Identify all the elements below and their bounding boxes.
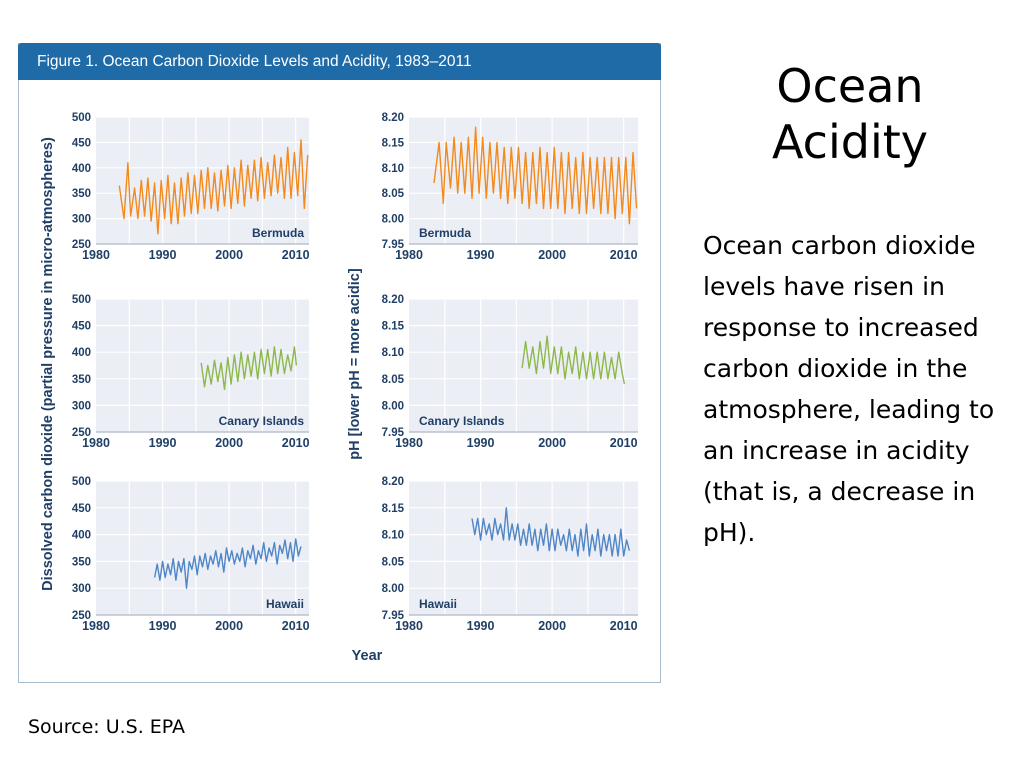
location-label: Bermuda [252,226,304,240]
series-line [471,507,631,557]
y-tick-label: 8.05 [382,374,405,386]
chart-panel: 250 300 350 400 450 500 1980 1990 2000 2010 Bermud… [72,112,310,262]
charts-svg: Dissolved carbon dioxide (partial pressu… [40,112,638,664]
location-label: Bermuda [419,226,471,240]
y-tick-label: 250 [72,427,91,439]
series-line [200,346,298,391]
chart-panel: 250 300 350 400 450 500 1980 1990 2000 2010 Hawaii [72,476,310,633]
x-tick-label: 2000 [215,619,243,633]
x-tick-label: 2010 [282,248,310,262]
chart-panel: 7.95 8.00 8.05 8.10 8.15 8.20 1980 1990 2000 2010… [382,476,638,633]
slide-title-line2: Acidity [772,115,928,169]
y-tick-label: 500 [72,112,91,124]
plot-area [96,299,309,432]
y-tick-label: 500 [72,476,91,488]
location-label: Hawaii [266,597,304,611]
y-tick-label: 8.00 [382,214,404,226]
location-label: Hawaii [419,597,457,611]
x-tick-label: 1990 [149,619,177,633]
y-tick-label: 8.10 [382,163,404,175]
x-tick-label: 1980 [395,619,423,633]
y-tick-label: 350 [72,556,91,568]
x-tick-label: 2010 [282,436,310,450]
x-tick-label: 2000 [538,436,566,450]
x-tick-label: 1990 [467,248,495,262]
xlabel: Year [352,648,383,664]
y-tick-label: 350 [72,374,91,386]
x-tick-label: 1990 [467,436,495,450]
y-tick-label: 450 [72,503,91,515]
x-tick-label: 1980 [395,436,423,450]
y-tick-label: 8.15 [382,321,405,333]
plot-area [96,481,309,615]
series-line [118,139,309,235]
y-tick-label: 300 [72,583,91,595]
y-tick-label: 8.20 [382,294,404,306]
x-tick-label: 2000 [215,248,243,262]
chart-panel: 250 300 350 400 450 500 1980 1990 2000 2010 Canary… [72,294,310,450]
left-ylabel: Dissolved carbon dioxide (partial pressu… [40,137,56,591]
x-tick-label: 2010 [610,436,638,450]
series-line [521,335,626,385]
y-tick-label: 8.00 [382,583,404,595]
chart-panel: 7.95 8.00 8.05 8.10 8.15 8.20 1980 1990 2000 2010… [382,112,638,262]
plot-area [409,481,638,615]
source-note: Source: U.S. EPA [28,716,186,738]
x-tick-label: 2010 [610,619,638,633]
y-tick-label: 300 [72,400,91,412]
slide-body-text: Ocean carbon dioxide levels have risen i… [703,231,995,547]
x-tick-label: 1990 [149,248,177,262]
x-tick-label: 2000 [215,436,243,450]
x-tick-label: 2000 [538,619,566,633]
y-tick-label: 8.20 [382,476,404,488]
y-tick-label: 8.10 [382,347,404,359]
slide-title-line1: Ocean [776,59,924,113]
y-tick-label: 7.95 [382,427,405,439]
y-tick-label: 350 [72,188,91,200]
location-label: Canary Islands [219,414,305,428]
y-tick-label: 400 [72,530,91,542]
y-tick-label: 300 [72,214,91,226]
y-tick-label: 8.15 [382,503,405,515]
x-tick-label: 1980 [395,248,423,262]
y-tick-label: 7.95 [382,610,405,622]
y-tick-label: 400 [72,163,91,175]
y-tick-label: 8.10 [382,530,404,542]
slide-title: Ocean Acidity [700,58,1000,170]
x-tick-label: 1990 [149,436,177,450]
y-tick-label: 250 [72,239,91,251]
x-tick-label: 1990 [467,619,495,633]
figure-title: Figure 1. Ocean Carbon Dioxide Levels an… [18,43,661,80]
right-ylabel: pH [lower pH = more acidic] [347,268,363,460]
chart-panel: 7.95 8.00 8.05 8.10 8.15 8.20 1980 1990 2000 2010… [382,294,638,450]
y-tick-label: 8.05 [382,556,405,568]
y-tick-label: 500 [72,294,91,306]
series-line [433,126,638,225]
plot-area [409,299,638,432]
location-label: Canary Islands [419,414,505,428]
chart-panels: 250 300 350 400 450 500 1980 1990 2000 2010 Bermud… [72,112,638,633]
y-tick-label: 8.15 [382,137,405,149]
series-line [153,538,302,589]
y-tick-label: 400 [72,347,91,359]
x-tick-label: 1980 [82,436,110,450]
y-tick-label: 8.00 [382,400,404,412]
y-tick-label: 7.95 [382,239,405,251]
y-tick-label: 250 [72,610,91,622]
x-tick-label: 2000 [538,248,566,262]
y-tick-label: 8.05 [382,188,405,200]
y-tick-label: 8.20 [382,112,404,124]
y-tick-label: 450 [72,137,91,149]
x-tick-label: 2010 [610,248,638,262]
x-tick-label: 2010 [282,619,310,633]
x-tick-label: 1980 [82,619,110,633]
y-tick-label: 450 [72,321,91,333]
x-tick-label: 1980 [82,248,110,262]
